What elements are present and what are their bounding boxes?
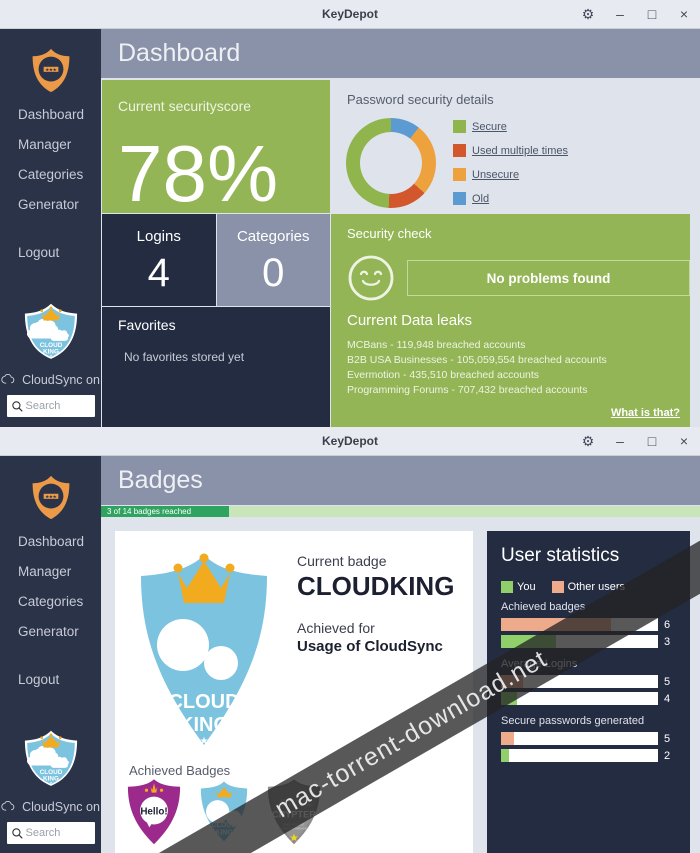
- svg-text:FREE ACCOUNT: FREE ACCOUNT: [284, 823, 305, 827]
- svg-text:KING: KING: [179, 714, 229, 736]
- svg-text:CLOUD: CLOUD: [168, 691, 239, 713]
- svg-text:Hello!: Hello!: [140, 807, 167, 818]
- svg-text:CRYPTER: CRYPTER: [272, 810, 316, 820]
- svg-text:KING: KING: [215, 829, 232, 836]
- svg-text:CLOUD: CLOUD: [212, 822, 237, 829]
- svg-text:★★★: ★★★: [45, 494, 56, 499]
- svg-text:★: ★: [49, 781, 52, 785]
- svg-text:★★★: ★★★: [45, 67, 56, 72]
- svg-text:SIGNED UP FOR CRYPTER: SIGNED UP FOR CRYPTER: [275, 803, 312, 807]
- svg-text:SOMEONE WHO HAS: SOMEONE WHO HAS: [279, 798, 308, 802]
- svg-text:★: ★: [49, 354, 52, 358]
- svg-text:PASSWORD MANAGER: PASSWORD MANAGER: [280, 827, 309, 831]
- svg-text:★: ★: [200, 736, 209, 747]
